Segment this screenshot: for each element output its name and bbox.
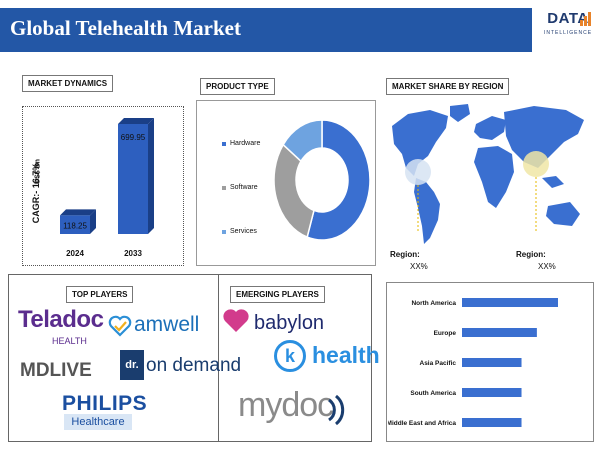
legend-label-software: Software <box>230 184 258 191</box>
mdlive-text: MDLIVE <box>20 360 92 381</box>
legend-swatch-software <box>222 185 226 190</box>
region-bar <box>462 298 558 307</box>
region-bar-label: Middle East and Africa <box>388 420 456 427</box>
legend-services: Services <box>222 228 257 235</box>
dr-on-demand-logo: on demand <box>146 355 242 376</box>
dr-on-demand-mark: dr. <box>120 350 144 380</box>
bar-top <box>118 118 154 124</box>
title-bar: Global Telehealth Market <box>0 8 532 52</box>
region-bar-label: South America <box>410 390 456 397</box>
region-bar-label: Asia Pacific <box>420 360 457 367</box>
amwell-logo: amwell <box>134 313 200 336</box>
amwell-heart-icon <box>108 315 132 337</box>
philips-healthcare-sub: Healthcare <box>64 414 132 430</box>
world-map <box>392 104 584 244</box>
region-label-right: Region: <box>516 250 546 259</box>
market-dynamics-panel <box>22 106 184 266</box>
bar-category-label: 2024 <box>66 249 84 258</box>
babylon-heart-icon <box>223 309 249 332</box>
bar-side <box>148 118 154 234</box>
donut-slice-software <box>273 143 315 239</box>
emerging-players-title: EMERGING PLAYERS <box>230 286 325 303</box>
teladoc-logo: Teladoc <box>18 306 104 333</box>
donut-slice-services <box>282 119 323 163</box>
region-bar-panel <box>386 282 594 442</box>
bar-side <box>90 209 96 234</box>
region-bar-label: North America <box>411 300 456 307</box>
players-panel <box>8 274 372 442</box>
legend-label-hardware: Hardware <box>230 140 261 147</box>
legend-hardware: Hardware <box>222 140 260 147</box>
region-bar <box>462 418 522 427</box>
asia-highlight <box>523 151 549 177</box>
region-bar <box>462 358 522 367</box>
k-health-logo: health <box>312 342 380 368</box>
teladoc-sub: HEALTH <box>52 336 87 346</box>
product-type-title: PRODUCT TYPE <box>200 78 275 95</box>
region-value-left: XX% <box>410 262 428 271</box>
legend-software: Software <box>222 184 258 191</box>
region-label-left: Region: <box>390 250 420 259</box>
legend-swatch-hardware <box>222 141 226 146</box>
players-divider <box>218 274 219 442</box>
product-type-panel <box>196 100 376 266</box>
babylon-logo: babylon <box>254 312 325 334</box>
mydoc-signal-icon <box>328 394 345 426</box>
philips-logo: PHILIPS <box>62 392 148 415</box>
bar-2033 <box>118 124 148 234</box>
legend-swatch-services <box>222 229 226 234</box>
logo-main-text: DATA <box>547 10 589 27</box>
k-health-mark: k <box>274 340 306 372</box>
logo-bars-icon <box>580 12 591 26</box>
top-players-title: TOP PLAYERS <box>66 286 134 303</box>
mdlive-logo: MDLIVE <box>20 360 92 382</box>
logo-sub-text: INTELLIGENCE <box>543 30 593 36</box>
product-type-donut <box>273 119 371 241</box>
region-bar-chart: North America Europe Asia Pacific South Ame… <box>388 298 558 427</box>
region-bar-label: Europe <box>434 330 457 337</box>
region-bar <box>462 388 522 397</box>
region-bar <box>462 328 537 337</box>
legend-label-services: Services <box>230 228 257 235</box>
bar-value-label: 699.95 <box>121 133 146 142</box>
market-dynamics-title: MARKET DYNAMICS <box>22 75 114 92</box>
bar-category-label: 2033 <box>124 249 142 258</box>
bar-value-label: 118.25 <box>63 222 87 231</box>
bar-top <box>60 209 96 216</box>
page-title: Global Telehealth Market <box>10 16 241 40</box>
region-value-right: XX% <box>538 262 556 271</box>
market-share-region-title: MARKET SHARE BY REGION <box>386 78 510 95</box>
north-america-highlight <box>405 159 431 185</box>
datam-logo: DATA INTELLIGENCE <box>540 4 596 52</box>
header: Global Telehealth Market DATA INTELLIGEN… <box>0 0 600 58</box>
market-size-chart: 118.25 2024 699.95 2033 <box>60 118 154 258</box>
bar-2024 <box>60 215 90 234</box>
mydoc-logo: mydoc <box>238 386 334 424</box>
donut-slice-hardware <box>306 119 371 241</box>
